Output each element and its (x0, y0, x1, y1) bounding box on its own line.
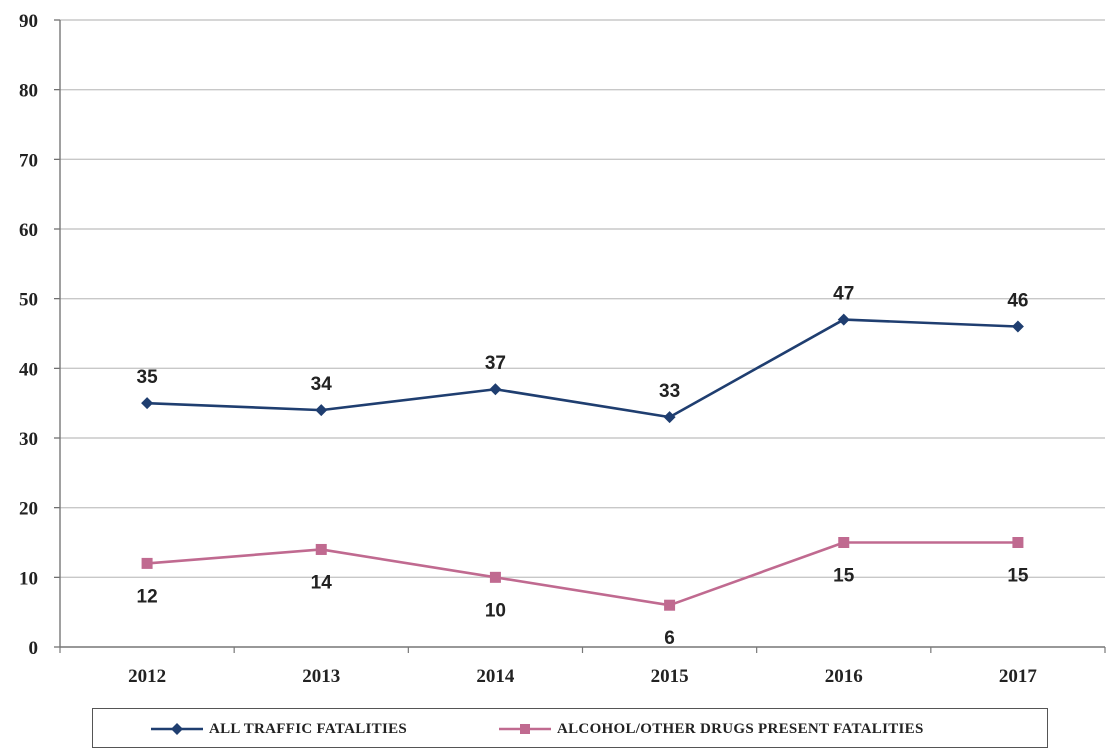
data-point (489, 383, 502, 396)
y-tick-label: 40 (19, 359, 38, 380)
data-label: 35 (137, 367, 159, 388)
y-tick-label: 10 (19, 568, 38, 589)
data-label: 12 (137, 586, 158, 607)
series-2: 12 14 10 6 15 15 (137, 537, 1029, 649)
data-point (141, 557, 153, 569)
data-point (141, 397, 154, 410)
y-tick-label: 50 (19, 290, 38, 311)
data-label: 47 (833, 284, 854, 305)
y-tick-label: 90 (19, 11, 38, 32)
data-label: 15 (1007, 566, 1029, 587)
data-point (664, 599, 676, 611)
line-chart: 0 10 20 30 40 50 60 70 80 90 2012 2013 2014 2015 2016… (19, 11, 1106, 687)
series-layer: 35 34 37 33 47 46 12 14 10 6 15 15 (137, 284, 1029, 650)
x-tick-label: 2015 (651, 666, 689, 687)
data-label: 6 (664, 628, 675, 649)
legend: ALL TRAFFIC FATALITIES ALCOHOL/OTHER DRU… (92, 708, 1048, 748)
legend-label: ALL TRAFFIC FATALITIES (209, 720, 408, 737)
square-marker-icon (499, 724, 551, 734)
data-point (1011, 320, 1024, 333)
data-label: 15 (833, 566, 855, 587)
series-1: 35 34 37 33 47 46 (137, 284, 1028, 424)
data-point (315, 404, 328, 417)
y-tick-label: 70 (19, 150, 38, 171)
data-point (315, 543, 327, 555)
y-tick-label: 80 (19, 81, 38, 102)
data-point (838, 537, 850, 548)
data-label: 37 (485, 353, 506, 374)
data-point (663, 411, 676, 424)
series-line (146, 541, 1018, 607)
x-tick-label: 2016 (825, 666, 863, 687)
diamond-marker-icon (151, 723, 203, 735)
x-axis-ticks: 2012 2013 2014 2015 2016 2017 (128, 666, 1037, 687)
y-tick-label: 60 (19, 220, 38, 241)
data-label: 10 (485, 600, 506, 621)
series-line (147, 318, 1018, 419)
y-axis-ticks: 0 10 20 30 40 50 60 70 80 90 (19, 11, 38, 659)
y-tick-label: 20 (19, 499, 38, 520)
data-label: 46 (1007, 291, 1028, 312)
y-tick-label: 30 (19, 429, 38, 450)
y-tick-label: 0 (29, 638, 39, 659)
x-tick-label: 2017 (999, 666, 1038, 687)
legend-label: ALCOHOL/OTHER DRUGS PRESENT FATALITIES (557, 720, 924, 737)
legend-item-all-traffic: ALL TRAFFIC FATALITIES (151, 709, 407, 749)
data-point (837, 313, 850, 326)
x-tick-label: 2013 (302, 666, 340, 687)
legend-item-alcohol-drugs: ALCOHOL/OTHER DRUGS PRESENT FATALITIES (499, 709, 924, 749)
data-label: 34 (311, 374, 333, 395)
x-tick-label: 2012 (128, 666, 166, 687)
gridlines (60, 19, 1105, 579)
data-label: 14 (311, 572, 333, 593)
data-point (1012, 537, 1024, 548)
data-point (489, 571, 501, 583)
x-tick-label: 2014 (476, 666, 515, 687)
data-label: 33 (659, 381, 680, 402)
axes (54, 19, 1106, 653)
